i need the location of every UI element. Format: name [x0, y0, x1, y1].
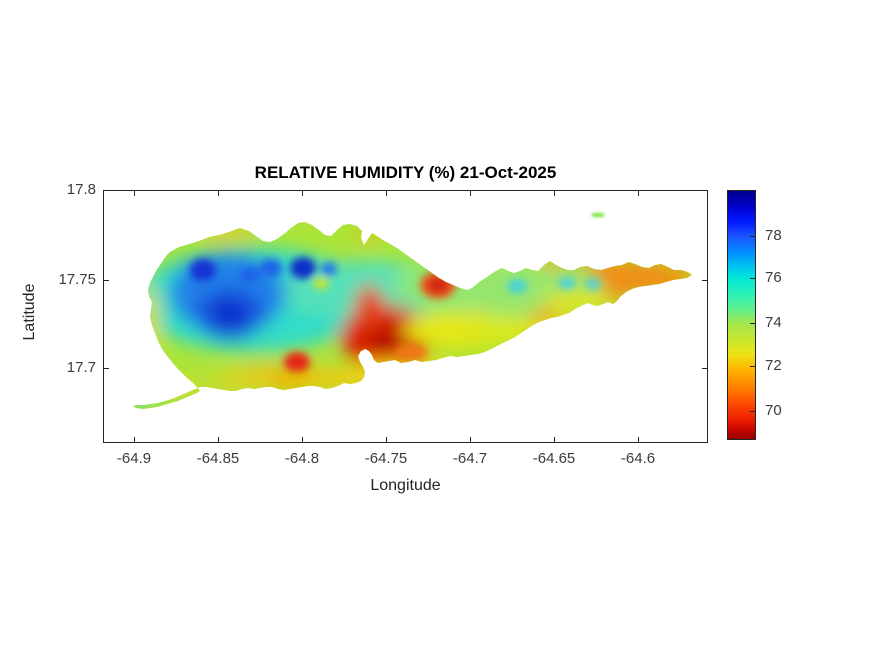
- x-tick-label: -64.8: [284, 450, 320, 467]
- y-tick-label: 17.8: [66, 181, 96, 198]
- x-tick-label: -64.7: [452, 450, 488, 467]
- colorbar-tick-label: 78: [765, 227, 782, 244]
- x-tick-label: -64.75: [364, 450, 408, 467]
- x-tick-label: -64.65: [532, 450, 576, 467]
- colorbar-tick-label: 76: [765, 269, 782, 286]
- plot-title: RELATIVE HUMIDITY (%) 21-Oct-2025: [254, 163, 557, 182]
- colorbar-tick: [750, 323, 755, 324]
- x-axis-label: Longitude: [370, 477, 441, 494]
- colorbar-tick: [750, 236, 755, 237]
- x-tick-label: -64.85: [196, 450, 240, 467]
- colorbar-tick-label: 70: [765, 402, 782, 419]
- colorbar-tick: [750, 278, 755, 279]
- map-plot-area: [103, 190, 708, 443]
- y-tick-label: 17.75: [58, 271, 96, 288]
- colorbar: [727, 190, 756, 440]
- x-tick-label: -64.6: [620, 450, 656, 467]
- colorbar-tick: [750, 411, 755, 412]
- colorbar-tick: [750, 366, 755, 367]
- y-axis-label: Latitude: [21, 283, 38, 341]
- x-tick-label: -64.9: [116, 450, 152, 467]
- humidity-map-svg: [103, 190, 708, 443]
- buck-island: [591, 212, 605, 218]
- colorbar-tick-label: 74: [765, 314, 782, 331]
- y-tick-label: 17.7: [66, 359, 96, 376]
- colorbar-tick-label: 72: [765, 357, 782, 374]
